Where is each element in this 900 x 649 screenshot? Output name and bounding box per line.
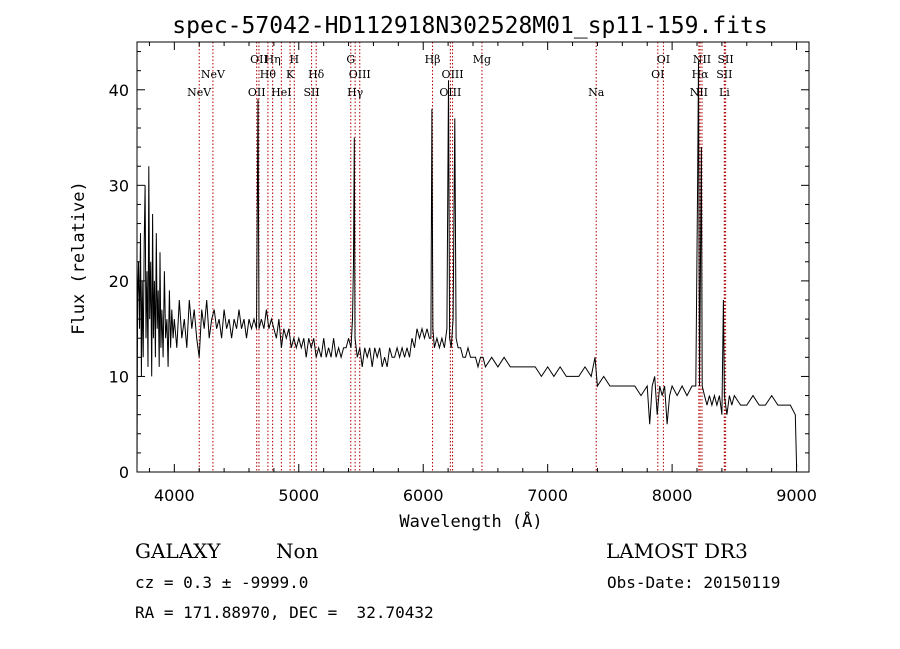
emission-line-label: Hδ <box>308 68 325 81</box>
emission-line-label: Na <box>588 86 605 99</box>
emission-line-label: NeV <box>187 86 212 99</box>
emission-line-label: H <box>290 53 300 66</box>
coordinates: RA = 171.88970, DEC = 32.70432 <box>135 603 434 622</box>
emission-line-label: K <box>286 68 295 81</box>
y-tick-label: 40 <box>109 81 129 100</box>
y-tick-label: 30 <box>109 176 129 195</box>
emission-line-label: Hη <box>265 53 281 66</box>
emission-line-label: Hθ <box>260 68 277 81</box>
x-axis-ticks: 4000 5000 6000 7000 8000 9000 <box>148 42 817 505</box>
emission-line-label: Hγ <box>347 86 364 99</box>
emission-line-label: Li <box>719 86 730 99</box>
survey-name: LAMOST DR3 <box>606 539 748 563</box>
x-tick-label: 6000 <box>403 486 444 505</box>
emission-line-label: OIII <box>349 68 371 81</box>
emission-line-label: Mg <box>473 53 491 66</box>
emission-line-label: OIII <box>442 68 464 81</box>
emission-line-labels: NeVNeVOIIOIIHθHηHeIKHSIIHδGHγOIIIHβOIIIO… <box>187 53 734 99</box>
emission-line-label: NII <box>693 53 711 66</box>
y-tick-label: 0 <box>119 463 129 482</box>
emission-line-markers <box>198 42 727 472</box>
chart-title: spec-57042-HD112918N302528M01_sp11-159.f… <box>172 13 767 39</box>
y-tick-label: 20 <box>109 272 129 291</box>
emission-line-label: SII <box>303 86 319 99</box>
plot-frame <box>136 41 810 473</box>
emission-line-label: OI <box>651 68 664 81</box>
emission-line-label: SII <box>718 53 734 66</box>
x-tick-label: 9000 <box>776 486 817 505</box>
emission-line-label: SII <box>716 68 732 81</box>
x-tick-label: 7000 <box>527 486 568 505</box>
emission-line-label: OII <box>250 53 268 66</box>
emission-line-label: OII <box>248 86 266 99</box>
object-subclass: Non <box>276 539 319 563</box>
emission-line-label: NeV <box>201 68 226 81</box>
x-axis-label: Wavelength (Å) <box>399 510 542 532</box>
y-axis-label: Flux (relative) <box>69 181 89 335</box>
emission-line-label: Hβ <box>425 53 441 66</box>
emission-line-label: OI <box>657 53 670 66</box>
emission-line-label: OIII <box>439 86 461 99</box>
x-tick-label: 4000 <box>154 486 195 505</box>
emission-line-label: G <box>346 53 355 66</box>
object-class: GALAXY <box>135 539 221 563</box>
redshift-cz: cz = 0.3 ± -9999.0 <box>135 573 309 592</box>
emission-line-label: HeI <box>271 86 291 99</box>
x-tick-label: 5000 <box>278 486 319 505</box>
observation-date: Obs-Date: 20150119 <box>607 573 781 592</box>
spectrum-series-line <box>136 61 798 468</box>
x-tick-label: 8000 <box>652 486 693 505</box>
y-axis-ticks: 0 10 20 30 40 <box>109 51 809 482</box>
emission-line-label: Hα <box>692 68 710 81</box>
y-tick-label: 10 <box>109 367 129 386</box>
